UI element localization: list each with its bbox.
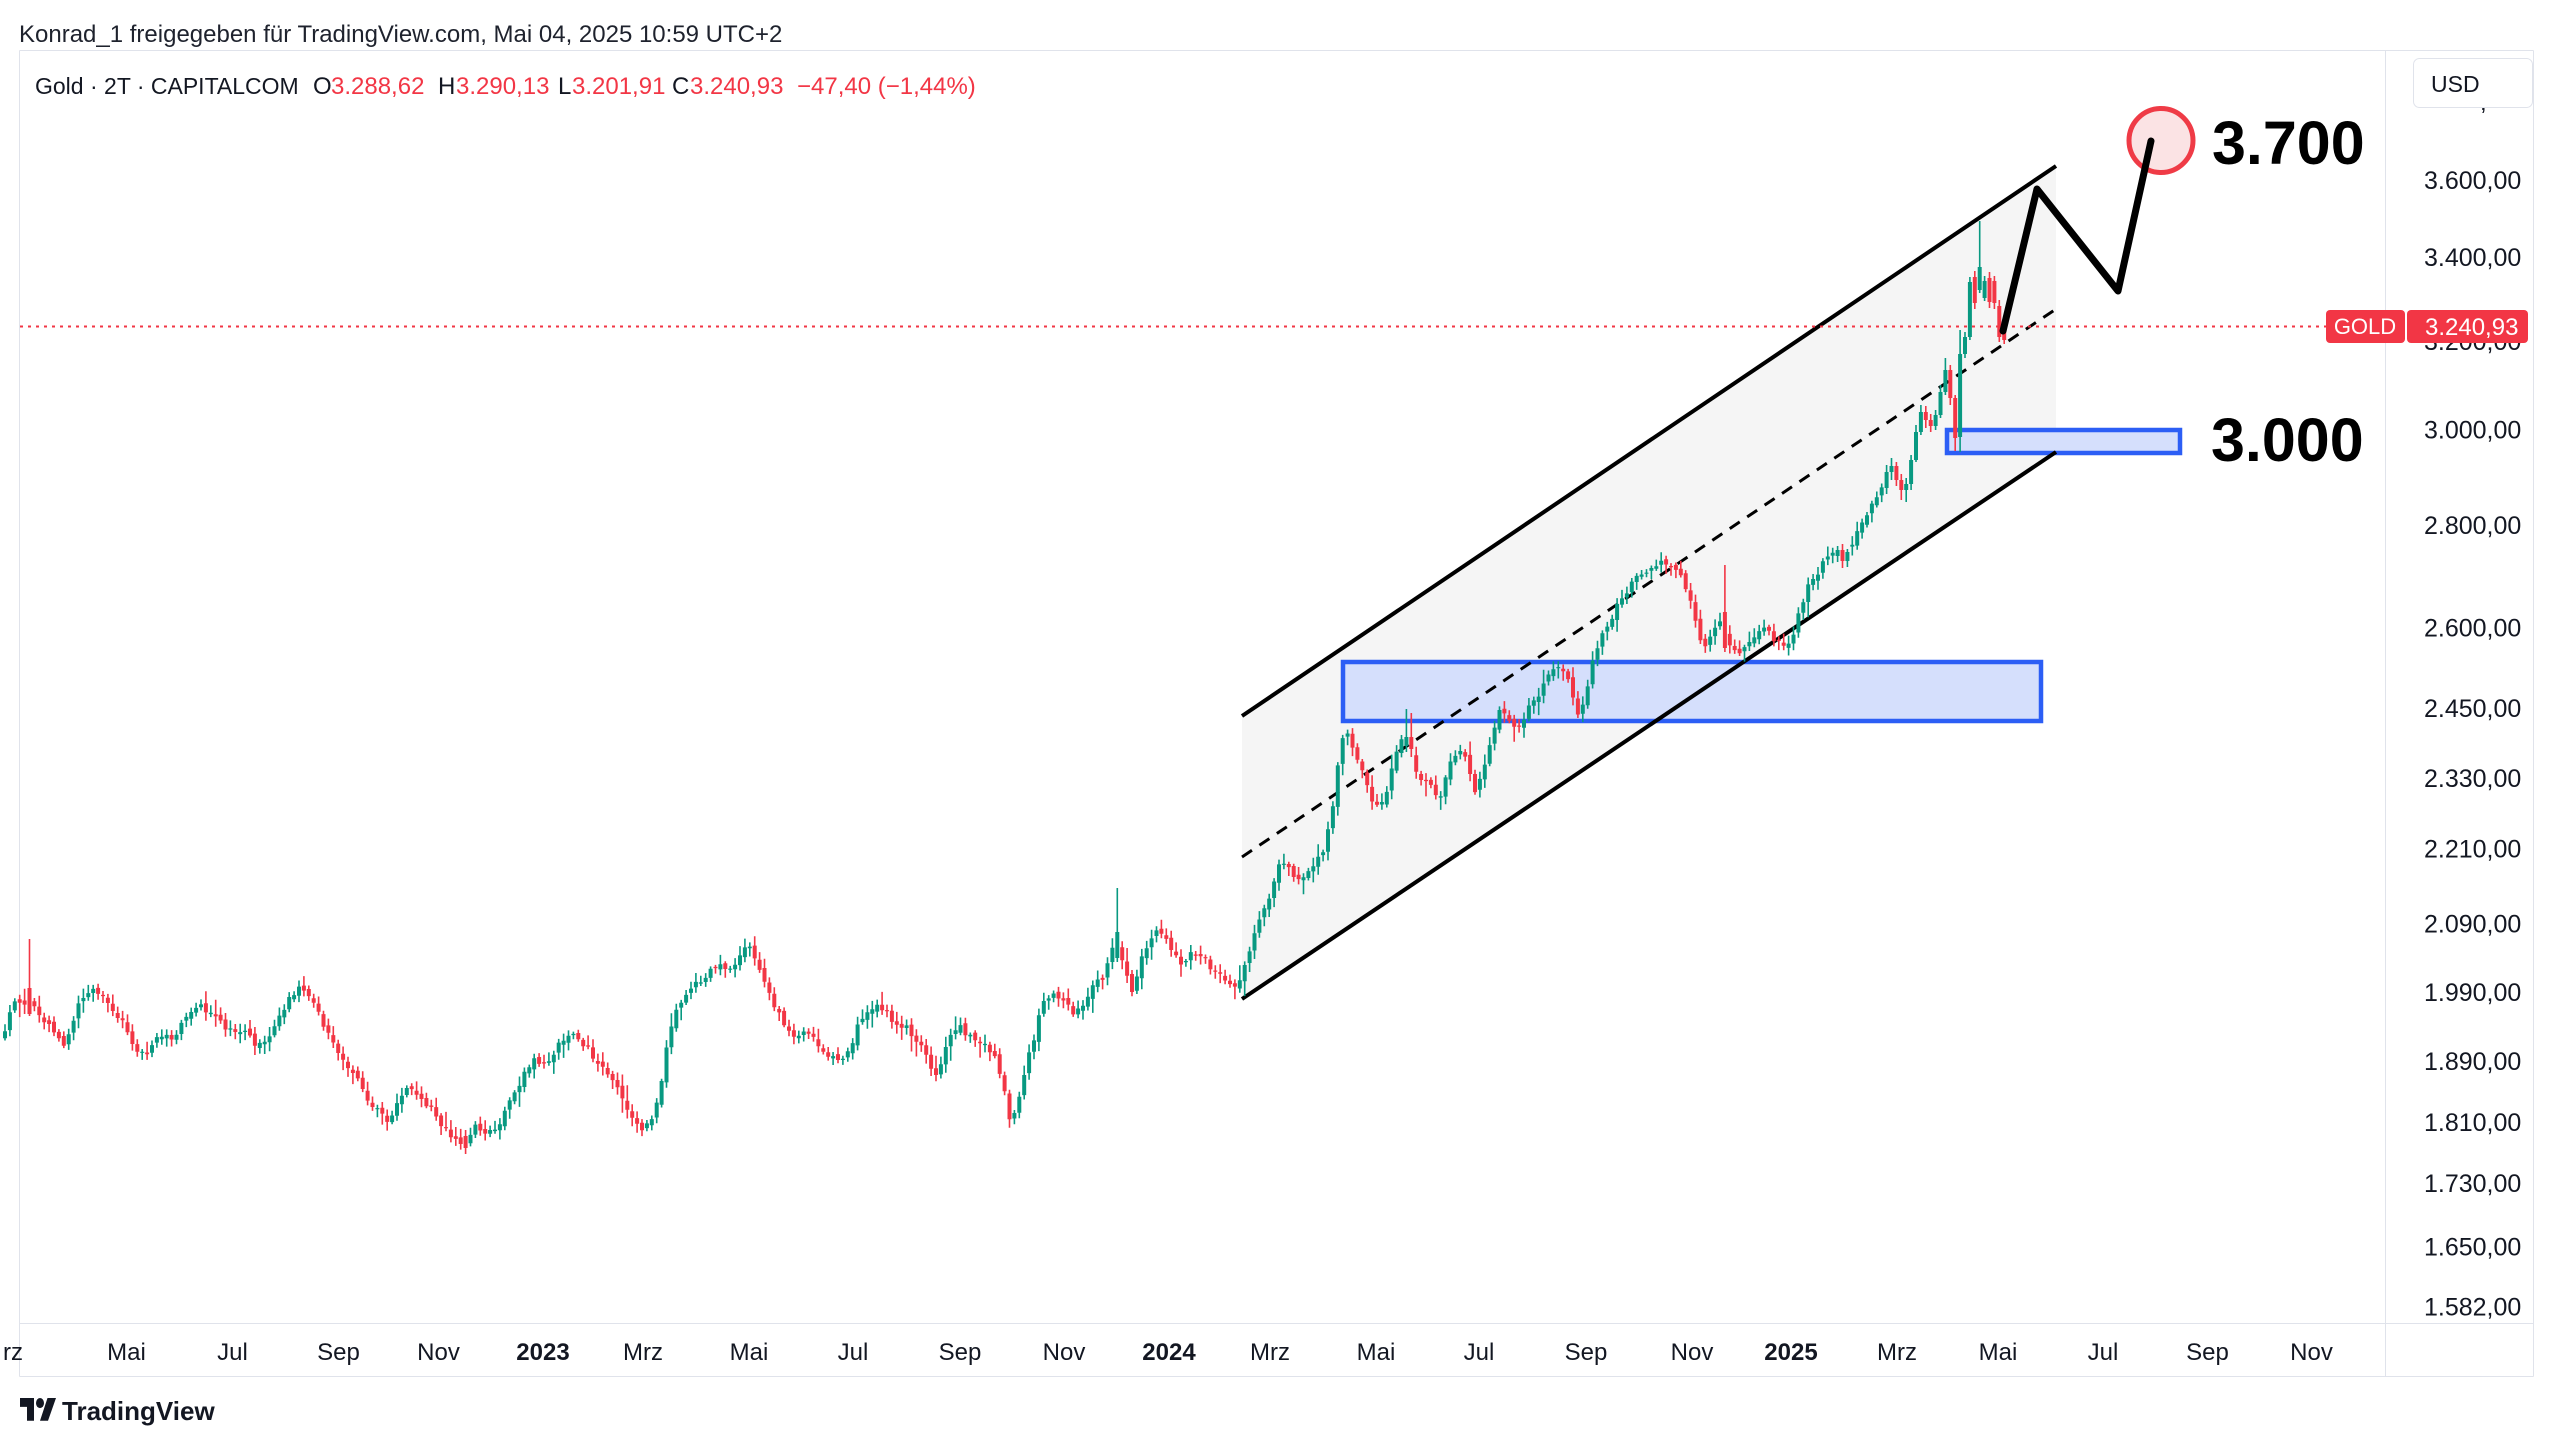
svg-text:Mai: Mai: [107, 1339, 146, 1366]
svg-text:−47,40 (−1,44%): −47,40 (−1,44%): [797, 73, 976, 100]
svg-text:Nov: Nov: [1043, 1339, 1086, 1366]
svg-text:2025: 2025: [1764, 1339, 1817, 1366]
svg-text:3.600,00: 3.600,00: [2424, 167, 2521, 195]
svg-text:Jul: Jul: [217, 1339, 248, 1366]
svg-text:2024: 2024: [1142, 1339, 1196, 1366]
svg-text:3.290,13: 3.290,13: [456, 73, 549, 100]
svg-text:Mai: Mai: [1979, 1339, 2018, 1366]
svg-text:3.400,00: 3.400,00: [2424, 244, 2521, 272]
svg-text:1.730,00: 1.730,00: [2424, 1170, 2521, 1198]
svg-text:2.800,00: 2.800,00: [2424, 512, 2521, 540]
svg-text:1.890,00: 1.890,00: [2424, 1048, 2521, 1076]
svg-text:3.201,91: 3.201,91: [572, 73, 665, 100]
svg-text:Sep: Sep: [2186, 1339, 2229, 1366]
svg-text:C: C: [672, 73, 689, 100]
svg-text:L: L: [558, 73, 571, 100]
svg-text:1.650,00: 1.650,00: [2424, 1234, 2521, 1262]
svg-text:Jul: Jul: [1464, 1339, 1495, 1366]
svg-text:USD: USD: [2431, 71, 2480, 97]
svg-text:1.582,00: 1.582,00: [2424, 1294, 2521, 1322]
svg-text:Gold · 2T · CAPITALCOM: Gold · 2T · CAPITALCOM: [35, 73, 299, 99]
svg-text:GOLD: GOLD: [2334, 314, 2396, 339]
svg-text:rz: rz: [3, 1339, 23, 1366]
svg-text:Jul: Jul: [838, 1339, 869, 1366]
svg-text:2.450,00: 2.450,00: [2424, 695, 2521, 723]
svg-text:1.810,00: 1.810,00: [2424, 1109, 2521, 1137]
svg-text:Konrad_1 freigegeben für Tradi: Konrad_1 freigegeben für TradingView.com…: [19, 21, 782, 48]
svg-text:Jul: Jul: [2088, 1339, 2119, 1366]
svg-text:Mrz: Mrz: [623, 1339, 663, 1366]
svg-text:2023: 2023: [516, 1339, 569, 1366]
svg-text:2.330,00: 2.330,00: [2424, 765, 2521, 793]
svg-text:3.000: 3.000: [2211, 406, 2364, 474]
svg-text:H: H: [438, 73, 455, 100]
svg-text:Mai: Mai: [1357, 1339, 1396, 1366]
svg-text:2.210,00: 2.210,00: [2424, 836, 2521, 864]
svg-text:Mrz: Mrz: [1250, 1339, 1290, 1366]
svg-text:Mrz: Mrz: [1877, 1339, 1917, 1366]
svg-text:Nov: Nov: [417, 1339, 460, 1366]
svg-text:3.240,93: 3.240,93: [2425, 314, 2518, 341]
svg-text:Mai: Mai: [730, 1339, 769, 1366]
svg-text:3.240,93: 3.240,93: [690, 73, 783, 100]
svg-text:Nov: Nov: [1671, 1339, 1714, 1366]
svg-text:Sep: Sep: [317, 1339, 360, 1366]
svg-text:2.600,00: 2.600,00: [2424, 615, 2521, 643]
svg-text:Sep: Sep: [939, 1339, 982, 1366]
svg-text:1.990,00: 1.990,00: [2424, 979, 2521, 1007]
svg-text:3.700: 3.700: [2212, 109, 2365, 177]
svg-text:O: O: [313, 73, 332, 100]
svg-text:3.000,00: 3.000,00: [2424, 417, 2521, 445]
svg-text:TradingView: TradingView: [62, 1396, 215, 1426]
svg-text:Sep: Sep: [1565, 1339, 1608, 1366]
svg-text:Nov: Nov: [2290, 1339, 2333, 1366]
svg-text:2.090,00: 2.090,00: [2424, 911, 2521, 939]
svg-text:3.288,62: 3.288,62: [331, 73, 424, 100]
